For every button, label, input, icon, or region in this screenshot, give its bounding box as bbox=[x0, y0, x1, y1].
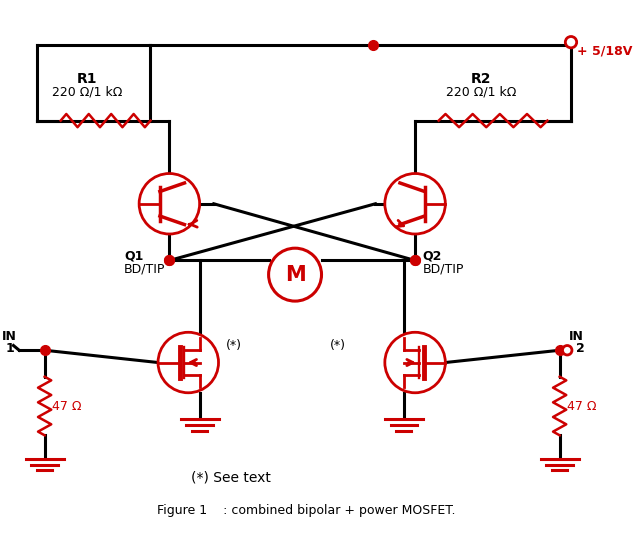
Text: + 5/18V: + 5/18V bbox=[576, 44, 632, 57]
Text: 220 Ω/1 kΩ: 220 Ω/1 kΩ bbox=[52, 86, 122, 99]
Text: 47 Ω: 47 Ω bbox=[567, 401, 597, 413]
Text: IN: IN bbox=[2, 330, 17, 343]
Text: Q1: Q1 bbox=[124, 249, 143, 262]
Text: BD/TIP: BD/TIP bbox=[124, 263, 166, 275]
Circle shape bbox=[158, 332, 219, 393]
Text: 47 Ω: 47 Ω bbox=[52, 401, 82, 413]
Text: (*): (*) bbox=[226, 339, 242, 352]
Text: (*) See text: (*) See text bbox=[191, 471, 271, 485]
Text: 2: 2 bbox=[576, 342, 585, 355]
Text: R2: R2 bbox=[471, 72, 491, 86]
Text: M: M bbox=[285, 265, 305, 285]
Text: 1: 1 bbox=[5, 342, 14, 355]
Circle shape bbox=[566, 37, 576, 48]
Circle shape bbox=[139, 173, 199, 234]
Text: (*): (*) bbox=[330, 339, 346, 352]
Text: Q2: Q2 bbox=[422, 249, 442, 262]
Text: Figure 1    : combined bipolar + power MOSFET.: Figure 1 : combined bipolar + power MOSF… bbox=[157, 504, 456, 517]
Circle shape bbox=[385, 332, 445, 393]
Text: R1: R1 bbox=[77, 72, 97, 86]
Circle shape bbox=[562, 345, 572, 355]
Text: IN: IN bbox=[569, 330, 584, 343]
Circle shape bbox=[385, 173, 445, 234]
Text: BD/TIP: BD/TIP bbox=[422, 263, 464, 275]
Circle shape bbox=[268, 248, 321, 301]
Text: 220 Ω/1 kΩ: 220 Ω/1 kΩ bbox=[446, 86, 516, 99]
